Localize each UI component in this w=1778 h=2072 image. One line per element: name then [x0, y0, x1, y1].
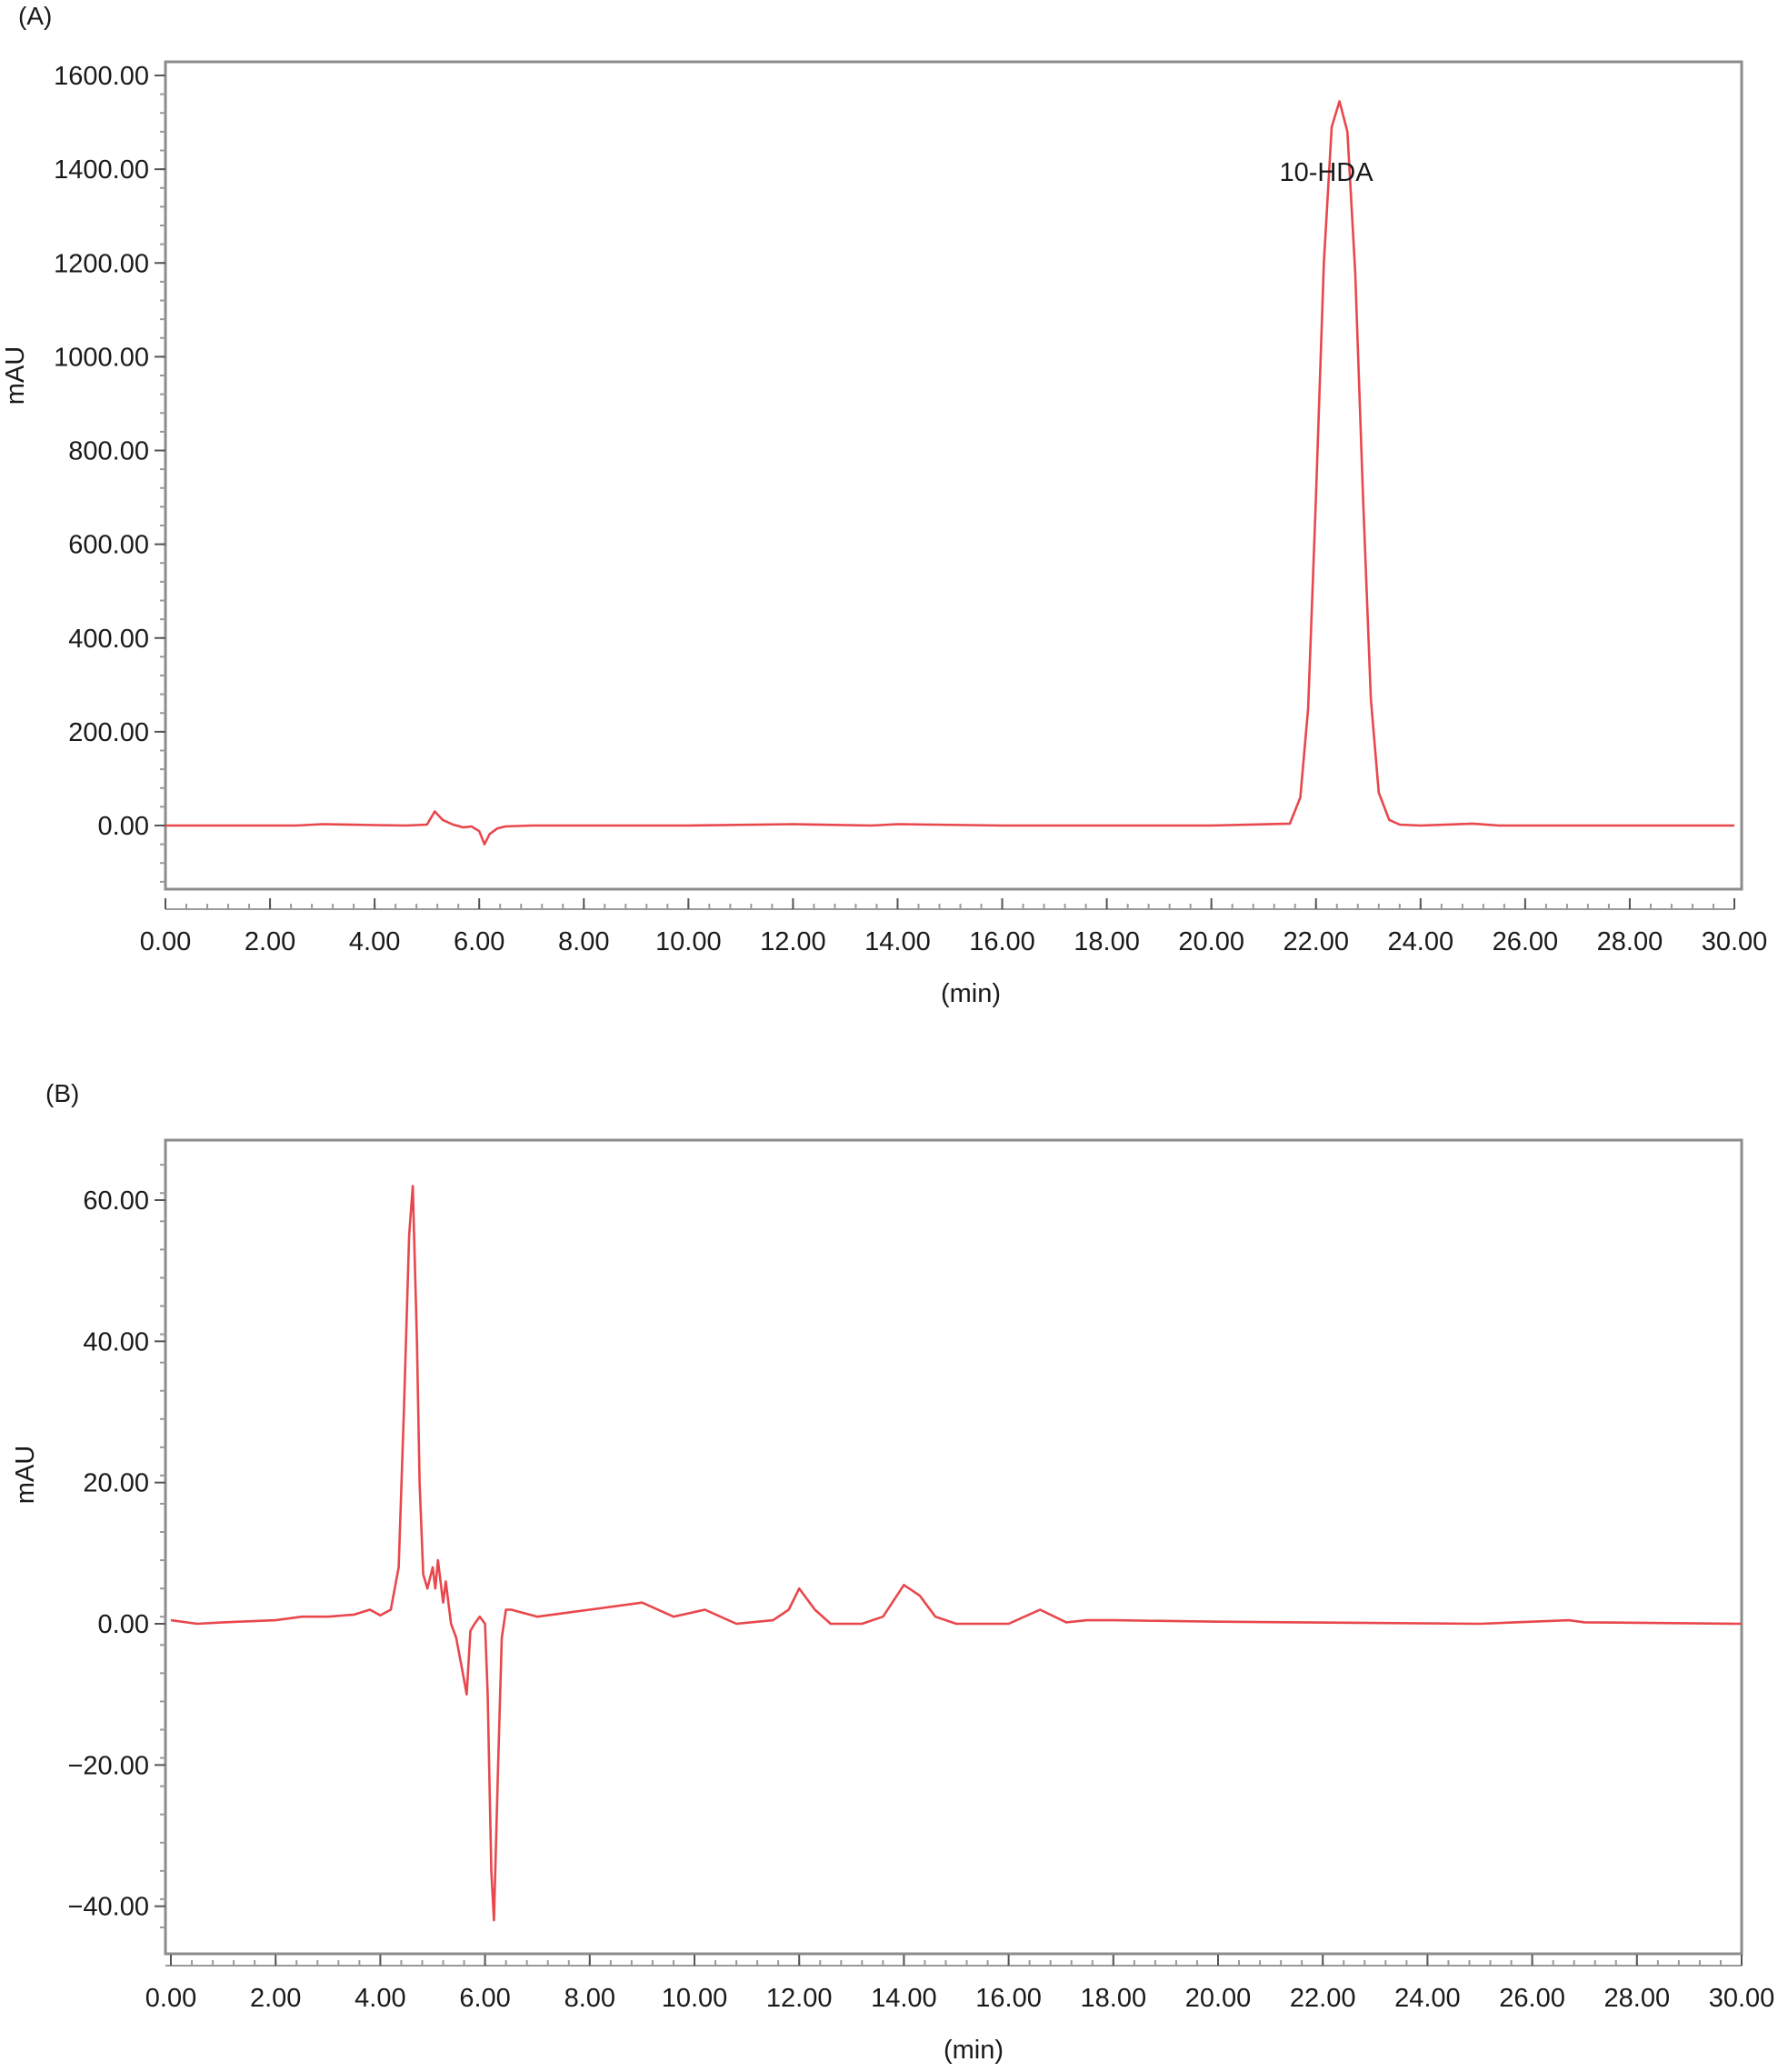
panel-label: (A) — [18, 2, 52, 30]
x-axis: 0.00 2.00 4.00 6.00 8.00 10.00 12.00 14.00 16.00… — [145, 1955, 1775, 2013]
x-tick-label: 10.00 — [662, 1984, 728, 2013]
x-axis: 0.00 2.00 4.00 6.00 8.00 10.00 12.00 14.00 16.00… — [140, 898, 1768, 956]
x-tick-label: 6.00 — [459, 1984, 510, 2013]
y-tick-label: −40.00 — [67, 1893, 149, 1922]
y-tick-label: 60.00 — [83, 1186, 149, 1216]
y-axis-label: mAU — [11, 1446, 40, 1504]
x-tick-label: 26.00 — [1499, 1984, 1565, 2013]
y-tick-label: 1000.00 — [54, 343, 149, 372]
chart-panel-b: (B) 60.00 40.00 20.00 0.00 −20.00 −40.00 0.00… — [11, 1079, 1774, 2065]
x-tick-label: 24.00 — [1394, 1984, 1461, 2013]
plot-frame — [164, 60, 1743, 891]
x-tick-label: 22.00 — [1283, 927, 1349, 956]
x-axis-label: (min) — [944, 2036, 1004, 2065]
panel-label: (B) — [45, 1079, 79, 1107]
x-tick-label: 30.00 — [1702, 927, 1768, 956]
x-tick-label: 28.00 — [1604, 1984, 1671, 2013]
y-axis-label: mAU — [1, 346, 30, 405]
x-tick-label: 16.00 — [969, 927, 1035, 956]
y-tick-label: 200.00 — [68, 718, 149, 747]
y-tick-label: 400.00 — [68, 625, 149, 654]
y-tick-label: 800.00 — [68, 437, 149, 466]
y-tick-label: 1400.00 — [54, 155, 149, 185]
y-tick-label: 600.00 — [68, 531, 149, 560]
x-tick-label: 8.00 — [564, 1984, 615, 2013]
x-tick-label: 18.00 — [1081, 1984, 1147, 2013]
series-line — [165, 100, 1734, 846]
x-tick-label: 4.00 — [349, 927, 400, 956]
x-tick-label: 0.00 — [145, 1984, 196, 2013]
x-tick-label: 0.00 — [140, 927, 191, 956]
x-tick-label: 30.00 — [1709, 1984, 1775, 2013]
x-tick-label: 20.00 — [1185, 1984, 1252, 2013]
x-tick-label: 12.00 — [760, 927, 826, 956]
x-tick-label: 14.00 — [864, 927, 931, 956]
x-tick-label: 2.00 — [245, 927, 295, 956]
y-axis: 1600.00 1400.00 1200.00 1000.00 800.00 600.00… — [54, 62, 165, 883]
y-tick-label: 0.00 — [98, 1610, 149, 1639]
x-axis-label: (min) — [941, 979, 1001, 1008]
plot-frame — [164, 1138, 1743, 1956]
x-tick-label: 22.00 — [1290, 1984, 1356, 2013]
x-tick-label: 20.00 — [1178, 927, 1244, 956]
x-tick-label: 2.00 — [250, 1984, 301, 2013]
x-tick-label: 26.00 — [1493, 927, 1559, 956]
peak-annotation: 10-HDA — [1279, 158, 1373, 187]
x-tick-label: 28.00 — [1597, 927, 1663, 956]
x-tick-label: 10.00 — [655, 927, 722, 956]
x-tick-label: 6.00 — [454, 927, 504, 956]
y-tick-label: 0.00 — [98, 812, 149, 841]
x-tick-label: 12.00 — [766, 1984, 833, 2013]
x-tick-label: 16.00 — [975, 1984, 1042, 2013]
x-tick-label: 8.00 — [558, 927, 609, 956]
y-tick-label: 40.00 — [83, 1327, 149, 1356]
y-tick-label: 20.00 — [83, 1469, 149, 1498]
series-line — [170, 1185, 1743, 1922]
y-tick-label: 1600.00 — [54, 62, 149, 91]
x-tick-label: 14.00 — [871, 1984, 937, 2013]
x-tick-label: 4.00 — [355, 1984, 405, 2013]
chart-panel-a: (A) 1600.00 1400.00 1200.00 1000.00 800.00 60… — [1, 2, 1767, 1008]
x-tick-label: 18.00 — [1074, 927, 1140, 956]
y-tick-label: 1200.00 — [54, 249, 149, 278]
y-tick-label: −20.00 — [67, 1751, 149, 1780]
x-tick-label: 24.00 — [1388, 927, 1454, 956]
y-axis: 60.00 40.00 20.00 0.00 −20.00 −40.00 — [67, 1164, 165, 1928]
